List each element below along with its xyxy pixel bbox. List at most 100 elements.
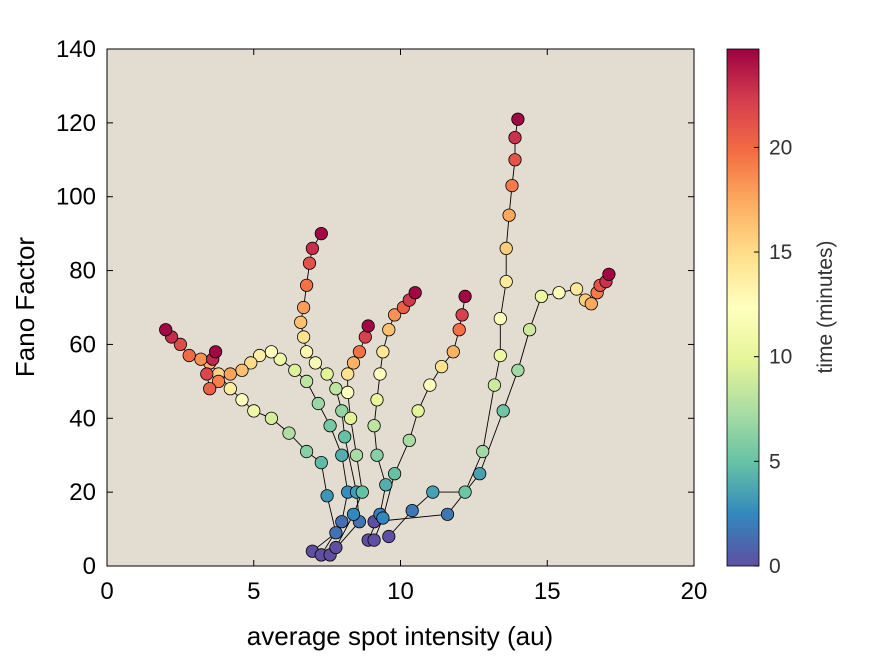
y-tick-label: 120 [56, 110, 96, 137]
data-point [299, 374, 314, 388]
x-tick-label: 0 [100, 578, 113, 605]
data-point [173, 337, 187, 351]
data-point [341, 385, 355, 399]
data-point [499, 274, 513, 289]
data-point [361, 319, 375, 333]
data-point [452, 323, 466, 337]
data-point [511, 363, 525, 377]
data-point [282, 426, 296, 440]
data-point [387, 308, 402, 322]
data-point [299, 444, 314, 459]
data-point [235, 363, 249, 377]
data-point [493, 311, 507, 326]
data-point [349, 448, 364, 462]
data-point [370, 448, 384, 462]
data-point [502, 208, 516, 222]
data-point [323, 419, 337, 433]
data-point [476, 444, 490, 459]
trajectory-line-3 [300, 233, 360, 556]
y-tick-label: 80 [69, 258, 96, 285]
data-point [493, 348, 507, 363]
data-point [355, 485, 369, 499]
data-point [302, 256, 317, 270]
data-point [329, 526, 343, 540]
data-point [370, 393, 384, 407]
trajectory-markers [159, 112, 616, 562]
data-point [367, 533, 381, 547]
data-point [273, 352, 287, 366]
x-tick-label: 20 [681, 578, 708, 605]
data-point [264, 411, 278, 425]
data-point [376, 511, 390, 525]
y-tick-label: 0 [83, 553, 96, 580]
data-point [264, 345, 278, 359]
data-point [534, 289, 549, 303]
y-axis-ticks: 0 20 40 60 80 100 120 140 [56, 36, 694, 580]
data-point [335, 515, 349, 529]
data-point [505, 179, 519, 193]
x-tick-label: 5 [247, 578, 260, 605]
data-point [352, 345, 366, 359]
x-tick-label: 15 [534, 578, 561, 605]
data-point [308, 356, 322, 370]
colorbar-tick-label: 20 [769, 136, 792, 159]
data-point [182, 348, 196, 363]
data-point [411, 404, 425, 418]
colorbar-ticks: 0 5 10 15 20 [754, 136, 792, 578]
y-axis-label: Fano Factor [10, 237, 40, 378]
data-point [376, 345, 390, 359]
data-point [508, 131, 522, 145]
data-point [203, 382, 217, 396]
data-point [487, 378, 501, 392]
data-point [305, 241, 319, 255]
data-point [402, 433, 416, 447]
data-point [299, 278, 314, 292]
data-point [458, 289, 472, 303]
colorbar-tick-label: 0 [769, 555, 781, 578]
y-tick-label: 40 [69, 405, 96, 432]
data-point [223, 382, 237, 396]
data-point [569, 282, 584, 296]
colorbar-tick-label: 15 [769, 241, 792, 264]
data-point [446, 345, 460, 359]
data-point [299, 345, 314, 359]
y-tick-label: 100 [56, 184, 96, 211]
data-point [335, 404, 349, 418]
data-point [423, 378, 437, 392]
data-point [496, 404, 510, 418]
data-point [296, 330, 311, 344]
data-point [288, 363, 302, 377]
data-point [373, 367, 387, 381]
y-tick-label: 20 [69, 479, 96, 506]
data-point [343, 411, 358, 425]
data-point [244, 356, 258, 370]
data-point [194, 352, 208, 366]
data-point [211, 374, 226, 388]
data-point [223, 367, 237, 381]
data-point [387, 467, 402, 481]
data-point [405, 503, 419, 518]
y-tick-label: 60 [69, 331, 96, 358]
data-point [434, 359, 449, 374]
y-tick-label: 140 [56, 36, 96, 63]
data-point [379, 478, 393, 492]
data-point [320, 489, 334, 503]
data-point [247, 404, 261, 418]
data-point [426, 485, 440, 499]
data-point [253, 348, 267, 363]
data-point [296, 300, 311, 315]
data-point [200, 367, 214, 381]
data-point [584, 297, 598, 311]
data-point [159, 323, 173, 337]
data-point [522, 323, 537, 337]
data-point [508, 153, 522, 167]
data-point [455, 308, 469, 322]
x-axis-label: average spot intensity (au) [247, 621, 553, 651]
data-point [408, 286, 422, 300]
data-point [335, 448, 349, 462]
data-point [346, 356, 361, 370]
data-point [473, 467, 487, 481]
data-point [552, 286, 566, 300]
data-point [235, 393, 249, 407]
data-point [358, 330, 372, 344]
